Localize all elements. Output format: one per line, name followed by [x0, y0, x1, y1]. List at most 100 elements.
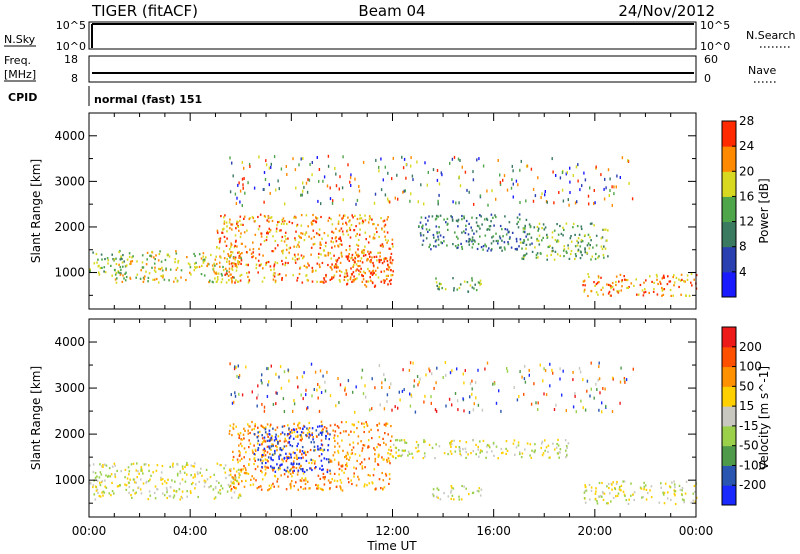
- velocity-cell: [623, 480, 626, 483]
- velocity-cell: [194, 473, 196, 476]
- velocity-cell: [166, 488, 168, 492]
- power-cell: [452, 200, 454, 204]
- velocity-cell: [398, 454, 401, 457]
- velocity-cell: [219, 492, 222, 495]
- velocity-cell: [390, 382, 392, 386]
- power-cell: [368, 235, 371, 238]
- velocity-cell: [92, 463, 95, 466]
- power-cell: [352, 264, 355, 267]
- power-cell: [543, 228, 546, 231]
- velocity-cell: [374, 488, 377, 491]
- power-cell: [337, 266, 339, 269]
- velocity-cell: [283, 410, 286, 413]
- power-cell: [189, 263, 191, 266]
- velocity-cell: [190, 491, 192, 494]
- power-cell: [305, 181, 308, 185]
- velocity-cell: [342, 430, 345, 433]
- velocity-cell: [459, 452, 461, 456]
- velocity-cell: [275, 372, 277, 376]
- power-cell: [284, 231, 287, 234]
- power-cell: [479, 227, 481, 230]
- velocity-cell: [518, 395, 520, 398]
- power-cell: [327, 263, 329, 267]
- velocity-cell: [270, 487, 272, 490]
- velocity-cell: [232, 450, 234, 453]
- power-cell: [565, 250, 568, 253]
- power-cell: [389, 200, 391, 204]
- power-cell: [380, 258, 382, 262]
- power-cell: [373, 233, 376, 236]
- power-cell: [325, 275, 327, 278]
- velocity-cell: [320, 443, 323, 446]
- velocity-cell: [554, 448, 556, 451]
- power-cell: [349, 219, 351, 222]
- velocity-cell: [254, 423, 257, 426]
- power-cell: [254, 220, 256, 223]
- power-cell: [230, 242, 232, 245]
- velocity-cell: [494, 382, 496, 386]
- power-cell: [293, 245, 295, 248]
- power-cell: [376, 230, 378, 234]
- power-cell: [574, 253, 577, 256]
- power-cell: [486, 249, 489, 252]
- velocity-cell: [666, 497, 669, 500]
- power-cell: [568, 257, 571, 260]
- power-cell: [556, 223, 558, 226]
- power-cell: [234, 264, 237, 268]
- velocity-cell: [263, 426, 265, 430]
- power-cell: [661, 277, 664, 280]
- power-cell: [298, 163, 300, 167]
- velocity-cell: [673, 483, 676, 486]
- power-cell: [355, 235, 357, 238]
- velocity-cell: [584, 485, 587, 488]
- velocity-cell: [523, 377, 526, 381]
- velocity-cell: [96, 475, 98, 478]
- velocity-cell: [186, 490, 188, 493]
- power-cell: [318, 168, 321, 171]
- power-cell: [176, 266, 179, 270]
- velocity-cell: [593, 396, 595, 400]
- velocity-cell: [386, 400, 388, 403]
- power-cell: [384, 165, 386, 169]
- velocity-cell: [243, 447, 246, 450]
- velocity-cell: [444, 361, 447, 364]
- power-cell: [215, 255, 217, 258]
- power-cell: [282, 252, 284, 255]
- power-cell: [563, 255, 565, 258]
- velocity-cell: [326, 470, 329, 474]
- velocity-cell: [333, 451, 336, 454]
- power-cell: [168, 279, 170, 282]
- velocity-cell: [383, 486, 386, 489]
- power-cell: [235, 264, 238, 267]
- velocity-cell: [330, 460, 333, 463]
- power-cell: [97, 271, 100, 274]
- power-cell: [325, 273, 327, 277]
- velocity-cell: [231, 434, 233, 437]
- power-cell: [238, 181, 240, 185]
- velocity-cell: [519, 370, 521, 374]
- velocity-cell: [161, 464, 164, 468]
- power-cell: [239, 219, 241, 222]
- power-cell: [296, 258, 299, 261]
- velocity-cell: [495, 445, 498, 448]
- power-cell: [515, 240, 518, 243]
- power-cell: [329, 186, 331, 190]
- velocity-cell: [258, 486, 260, 489]
- power-cell: [124, 272, 126, 275]
- power-cell: [592, 246, 594, 249]
- power-cell: [510, 246, 513, 249]
- power-cell: [480, 282, 482, 285]
- velocity-cell: [239, 442, 242, 445]
- freq-tick-top: 18: [64, 53, 78, 66]
- power-cell: [570, 249, 573, 253]
- velocity-cell: [481, 408, 484, 412]
- power-cell: [236, 220, 238, 223]
- velocity-cell: [481, 450, 483, 453]
- velocity-cell: [287, 424, 289, 427]
- power-cell: [293, 216, 295, 219]
- velocity-cell: [381, 456, 383, 459]
- power-cell: [122, 274, 124, 277]
- velocity-cell: [317, 474, 320, 477]
- velocity-cell: [245, 479, 247, 482]
- power-cell: [201, 264, 203, 267]
